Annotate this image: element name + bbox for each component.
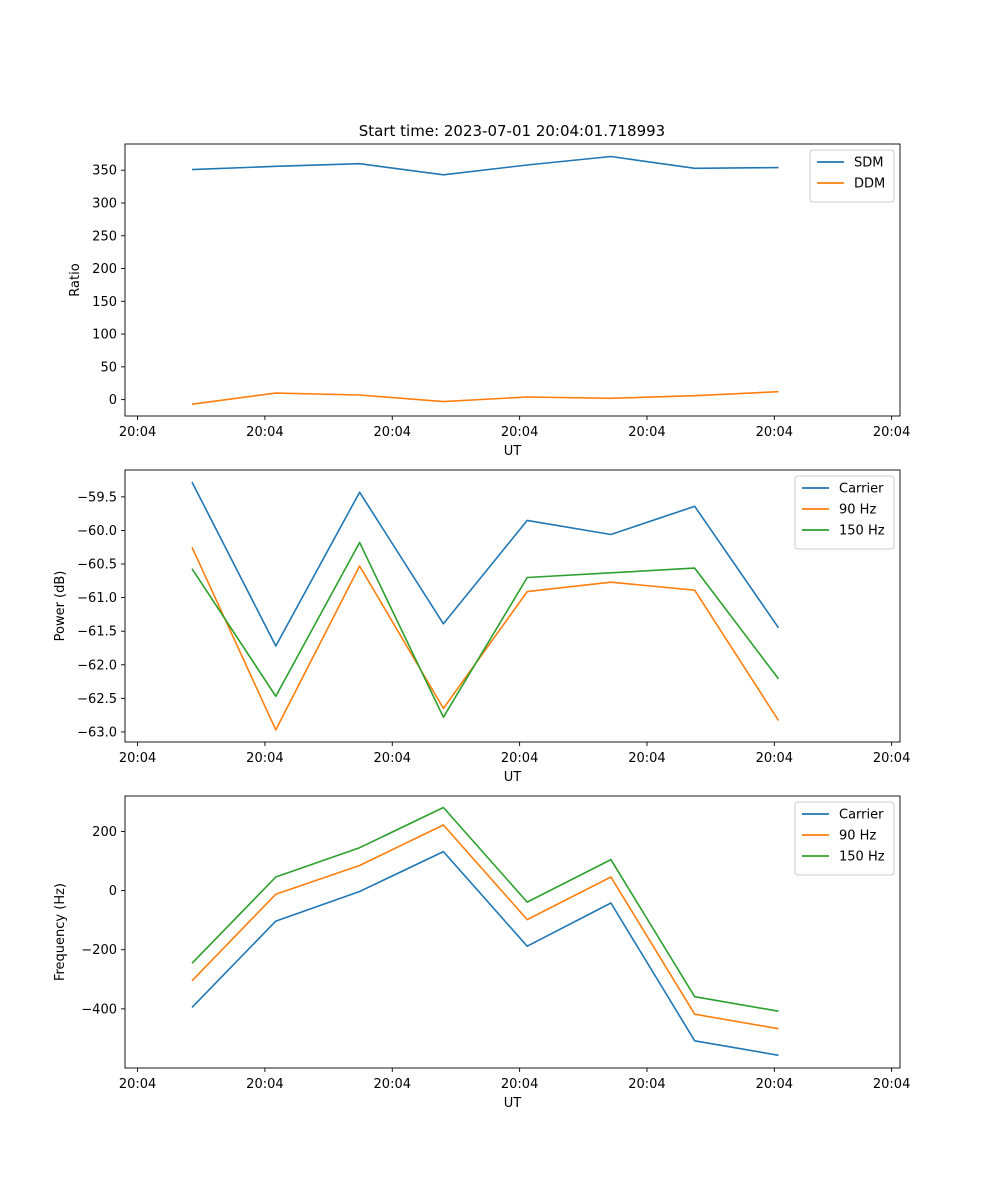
x-tick-label: 20:04 (756, 751, 793, 766)
legend-label-carrier: Carrier (839, 482, 884, 497)
series-line-150-hz (191, 541, 780, 719)
y-tick-label: −61.0 (77, 591, 117, 606)
x-tick-label: 20:04 (873, 1077, 910, 1092)
x-tick-label: 20:04 (374, 1077, 411, 1092)
x-tick-label: 20:04 (756, 425, 793, 440)
axes-frame (124, 143, 901, 417)
y-tick-label: −61.5 (77, 625, 117, 640)
x-axis-label: UT (504, 770, 522, 785)
legend: Carrier 90 Hz 150 Hz (794, 475, 895, 550)
x-tick-label: 20:04 (374, 425, 411, 440)
x-tick-label: 20:04 (119, 1077, 156, 1092)
y-tick-label: 100 (92, 328, 117, 343)
legend-label-carrier: Carrier (839, 808, 884, 823)
legend-label-sdm: SDM (854, 156, 883, 171)
series-line-90-hz (191, 824, 779, 1030)
power-panel: 20:04 20:04 20:04 20:04 20:04 20:04 20:04 −59.5… (53, 469, 910, 785)
y-tick-label: −200 (81, 943, 117, 958)
legend-label-90-hz: 90 Hz (839, 829, 876, 844)
chart-title: Start time: 2023-07-01 20:04:01.718993 (359, 122, 665, 140)
x-tick-label: 20:04 (246, 1077, 283, 1092)
x-tick-label: 20:04 (119, 425, 156, 440)
y-tick-label: 200 (92, 825, 117, 840)
x-tick-label: 20:04 (246, 751, 283, 766)
y-tick-label: 200 (92, 262, 117, 277)
y-tick-label: −60.0 (77, 524, 117, 539)
x-tick-label: 20:04 (628, 425, 665, 440)
legend-label-ddm: DDM (854, 177, 885, 192)
legend-box (809, 149, 895, 203)
y-tick-label: 150 (92, 295, 117, 310)
y-tick-label: 300 (92, 196, 117, 211)
y-tick-label: 350 (92, 164, 117, 179)
series-line-sdm (191, 155, 779, 176)
x-tick-label: 20:04 (873, 751, 910, 766)
y-tick-label: −62.5 (77, 692, 117, 707)
x-tick-label: 20:04 (873, 425, 910, 440)
axes-frame (124, 469, 901, 743)
legend-label-90-hz: 90 Hz (839, 503, 876, 518)
y-tick-label: −62.0 (77, 658, 117, 673)
y-tick-label: −400 (81, 1002, 117, 1017)
series-line-carrier (191, 850, 779, 1057)
y-axis-label: Power (dB) (53, 571, 68, 642)
x-tick-label: 20:04 (628, 751, 665, 766)
y-tick-label: −59.5 (77, 490, 117, 505)
y-tick-label: 50 (100, 360, 117, 375)
series-line-150-hz (191, 806, 779, 1012)
x-axis-label: UT (504, 444, 522, 459)
legend-label-150-hz: 150 Hz (839, 850, 885, 865)
frequency-panel: 20:04 20:04 20:04 20:04 20:04 20:04 20:04 200 0 −… (53, 795, 910, 1111)
y-tick-label: −60.5 (77, 558, 117, 573)
series-line-carrier (191, 481, 780, 647)
legend-label-150-hz: 150 Hz (839, 524, 885, 539)
x-tick-label: 20:04 (501, 425, 538, 440)
ratio-panel: 20:04 20:04 20:04 20:04 20:04 20:04 20:04 0 50 10… (68, 143, 910, 459)
x-tick-label: 20:04 (246, 425, 283, 440)
x-tick-label: 20:04 (628, 1077, 665, 1092)
y-tick-label: 0 (109, 884, 117, 899)
legend: SDM DDM (809, 149, 895, 203)
x-tick-label: 20:04 (501, 1077, 538, 1092)
x-tick-label: 20:04 (374, 751, 411, 766)
x-tick-label: 20:04 (501, 751, 538, 766)
y-tick-label: −63.0 (77, 725, 117, 740)
series-line-ddm (191, 390, 779, 405)
y-axis-label: Frequency (Hz) (53, 883, 68, 981)
series-line-90-hz (191, 546, 780, 731)
x-tick-label: 20:04 (756, 1077, 793, 1092)
axes-frame (124, 795, 901, 1069)
x-tick-label: 20:04 (119, 751, 156, 766)
legend: Carrier 90 Hz 150 Hz (794, 801, 895, 876)
y-tick-label: 250 (92, 229, 117, 244)
y-tick-label: 0 (109, 393, 117, 408)
x-axis-label: UT (504, 1096, 522, 1111)
y-axis-label: Ratio (68, 263, 83, 296)
